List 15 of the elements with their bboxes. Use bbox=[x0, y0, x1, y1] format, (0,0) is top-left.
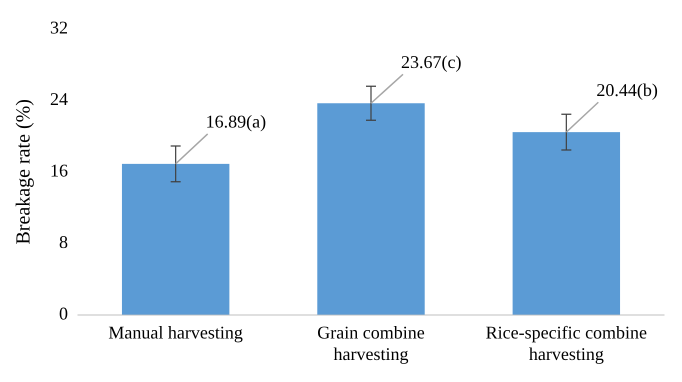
x-tick-label: Manual harvesting bbox=[108, 322, 243, 342]
y-tick-label: 0 bbox=[59, 304, 68, 324]
bar bbox=[512, 132, 620, 315]
data-label: 16.89(a) bbox=[206, 112, 266, 132]
y-tick-label: 16 bbox=[50, 160, 68, 181]
bar bbox=[122, 164, 230, 315]
data-label: 23.67(c) bbox=[401, 52, 462, 72]
data-label: 20.44(b) bbox=[596, 80, 658, 100]
bar bbox=[317, 103, 425, 315]
y-tick-label: 24 bbox=[50, 89, 68, 110]
y-tick-label: 8 bbox=[59, 232, 68, 252]
x-tick-label: Rice-specific combine harvesting bbox=[486, 322, 648, 364]
y-tick-label: 32 bbox=[50, 18, 68, 38]
y-axis-title: Breakage rate (%) bbox=[12, 99, 34, 245]
x-tick-label: Grain combine harvesting bbox=[317, 322, 425, 364]
